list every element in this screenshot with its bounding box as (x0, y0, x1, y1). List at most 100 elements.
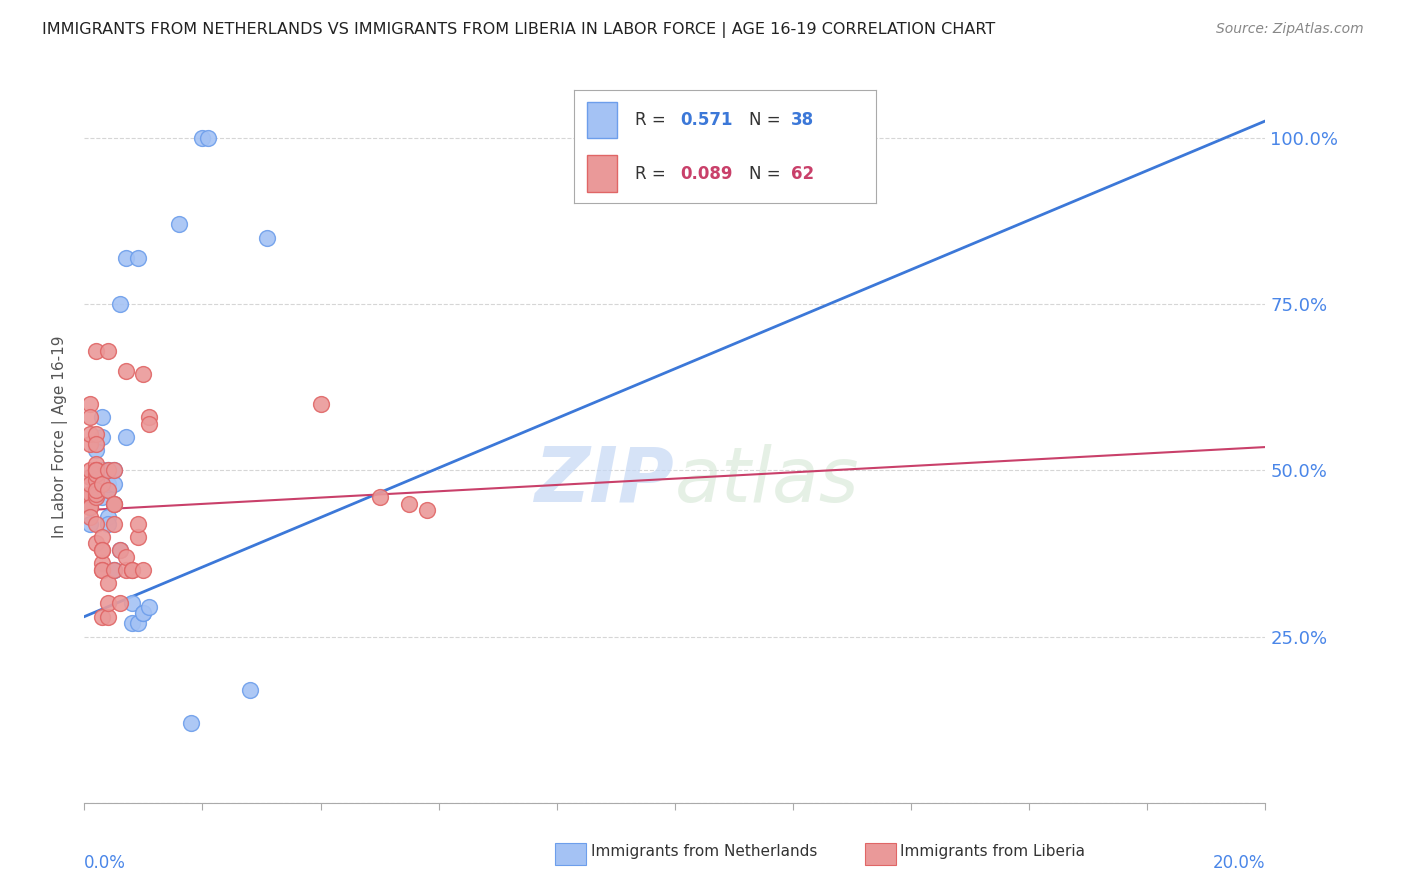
Point (309, 397, 332, 411)
Point (416, 503, 439, 517)
Point (91, 463, 114, 477)
Point (180, 716, 202, 731)
Point (84, 467, 107, 481)
Point (84, 463, 107, 477)
Point (91, 530, 114, 544)
Point (84, 516, 107, 531)
Point (84, 457, 107, 471)
Point (97, 516, 120, 531)
Point (84, 426, 107, 441)
Point (84, 463, 107, 477)
Point (79, 410, 101, 425)
Point (84, 476, 107, 491)
Point (84, 436, 107, 450)
Point (132, 607, 155, 621)
Point (103, 497, 125, 511)
Point (84, 536, 107, 550)
Text: Immigrants from Netherlands: Immigrants from Netherlands (591, 845, 817, 859)
Point (121, 596, 143, 610)
Point (79, 436, 101, 450)
Point (91, 609, 114, 624)
Point (197, 131, 219, 145)
Point (97, 483, 120, 498)
Point (84, 463, 107, 477)
Point (79, 500, 101, 514)
Point (132, 607, 155, 621)
Point (79, 509, 101, 524)
Point (108, 543, 131, 558)
Point (97, 576, 120, 591)
Text: ZIP: ZIP (536, 444, 675, 518)
Point (138, 417, 160, 431)
Point (79, 486, 101, 500)
Point (103, 463, 125, 477)
Point (103, 563, 125, 577)
Point (79, 490, 101, 504)
Point (97, 476, 120, 491)
Point (239, 682, 262, 697)
Point (103, 476, 125, 491)
Point (127, 616, 149, 631)
Point (91, 557, 114, 571)
Point (121, 563, 143, 577)
Point (84, 343, 107, 358)
Point (191, 131, 214, 145)
Point (84, 473, 107, 487)
Point (167, 217, 190, 231)
Point (256, 230, 278, 244)
Point (84, 486, 107, 500)
Point (108, 596, 131, 610)
Point (138, 410, 160, 425)
Point (127, 530, 149, 544)
Point (103, 563, 125, 577)
Point (103, 563, 125, 577)
Point (79, 476, 101, 491)
Point (97, 509, 120, 524)
Text: Source: ZipAtlas.com: Source: ZipAtlas.com (1216, 22, 1364, 37)
Point (91, 476, 114, 491)
Point (138, 599, 160, 614)
Point (114, 549, 136, 564)
Point (91, 430, 114, 444)
Point (79, 516, 101, 531)
Point (79, 426, 101, 441)
Point (398, 497, 420, 511)
Point (79, 500, 101, 514)
Point (127, 516, 149, 531)
Point (132, 563, 155, 577)
Point (84, 483, 107, 498)
Point (79, 470, 101, 484)
Point (97, 609, 120, 624)
Point (79, 397, 101, 411)
Point (91, 490, 114, 504)
Point (103, 516, 125, 531)
Point (79, 500, 101, 514)
Point (127, 251, 149, 265)
Point (91, 410, 114, 425)
Point (114, 363, 136, 377)
Point (103, 497, 125, 511)
Text: IMMIGRANTS FROM NETHERLANDS VS IMMIGRANTS FROM LIBERIA IN LABOR FORCE | AGE 16-1: IMMIGRANTS FROM NETHERLANDS VS IMMIGRANT… (42, 22, 995, 38)
Point (91, 563, 114, 577)
Point (114, 563, 136, 577)
Point (97, 463, 120, 477)
Point (91, 543, 114, 558)
Point (97, 596, 120, 610)
Point (84, 490, 107, 504)
Point (84, 490, 107, 504)
Point (368, 490, 391, 504)
Point (91, 543, 114, 558)
Point (103, 497, 125, 511)
Point (97, 463, 120, 477)
Point (97, 483, 120, 498)
Point (121, 563, 143, 577)
Point (114, 251, 136, 265)
Y-axis label: In Labor Force | Age 16-19: In Labor Force | Age 16-19 (52, 335, 69, 539)
Point (103, 463, 125, 477)
Point (114, 430, 136, 444)
Point (121, 616, 143, 631)
Text: Immigrants from Liberia: Immigrants from Liberia (900, 845, 1085, 859)
Text: atlas: atlas (675, 444, 859, 518)
Point (91, 463, 114, 477)
Point (132, 367, 155, 381)
